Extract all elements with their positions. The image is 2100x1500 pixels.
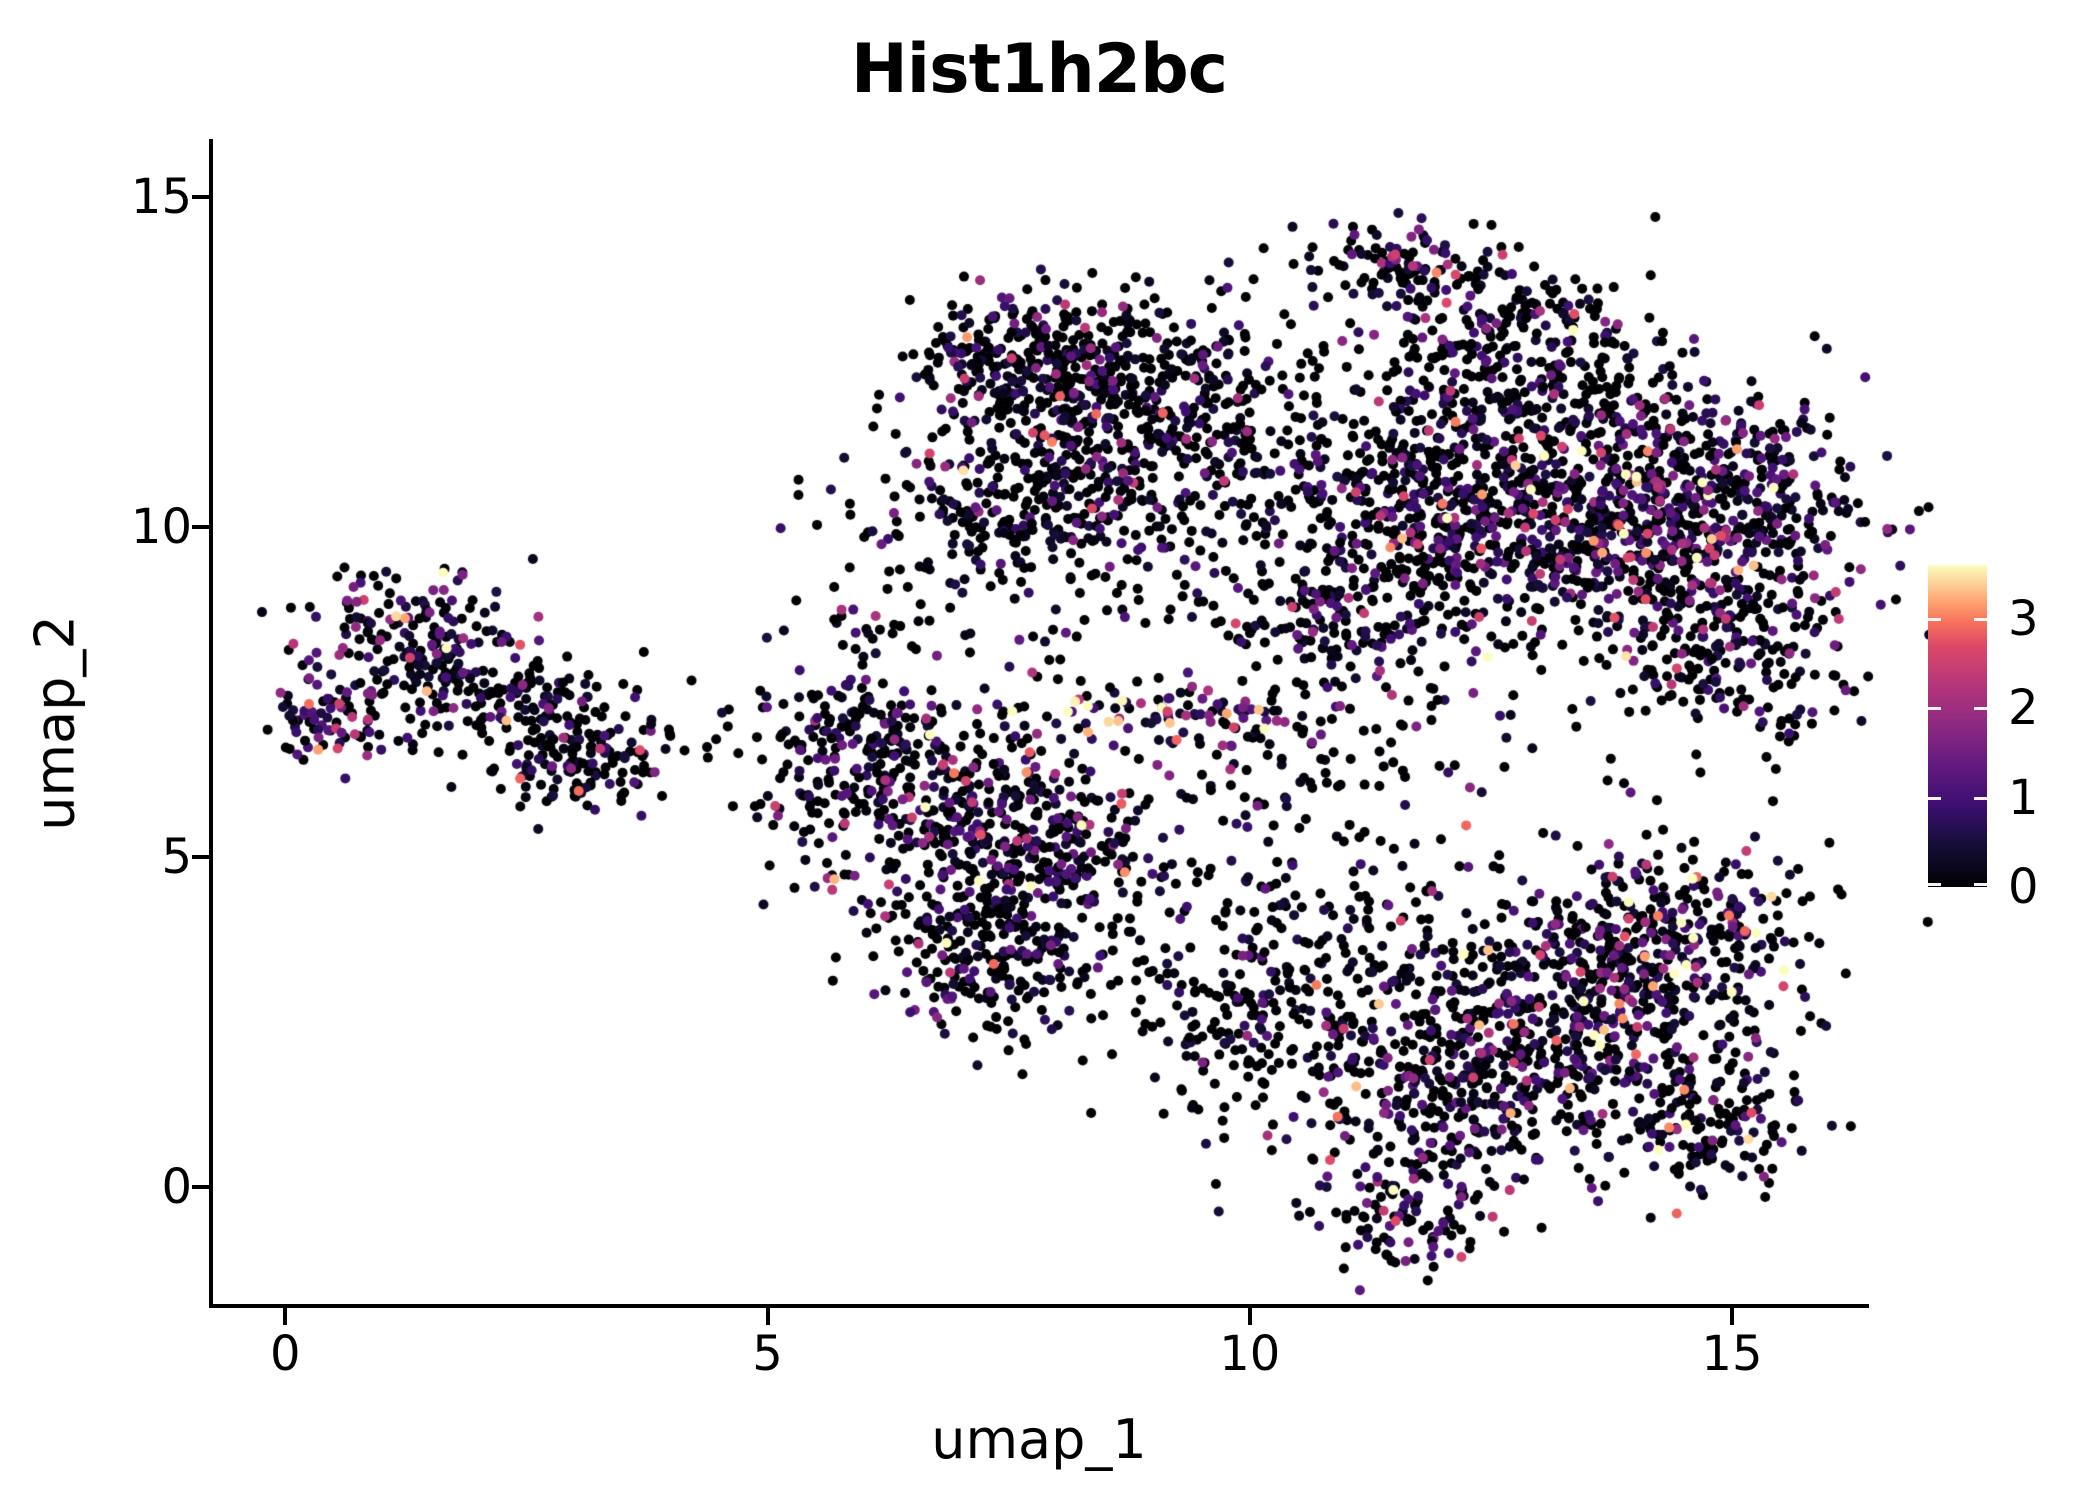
y-axis-line [209,139,213,1308]
y-tick-label: 10 [130,499,192,556]
x-tick-mark [283,1308,288,1325]
y-tick-mark [192,855,209,860]
y-axis-title: umap_2 [23,615,87,831]
colorbar-tick-mark [1974,883,1987,886]
y-tick-mark [192,1185,209,1190]
x-tick-mark [1247,1308,1252,1325]
x-axis-line [209,1304,1869,1308]
colorbar-gradient [1928,565,1987,887]
colorbar-tick-mark [1928,796,1941,800]
x-tick-label: 15 [1701,1326,1763,1382]
y-tick-mark [192,195,209,200]
colorbar-tick-mark [1974,796,1987,800]
colorbar-tick-mark [1928,707,1941,711]
x-tick-label: 10 [1219,1326,1281,1382]
x-axis-title: umap_1 [931,1408,1147,1471]
y-tick-label: 0 [161,1159,192,1216]
y-tick-label: 5 [161,829,192,886]
colorbar-tick-mark [1928,883,1941,886]
x-tick-label: 0 [269,1326,301,1382]
x-tick-mark [1729,1308,1734,1325]
colorbar-tick-mark [1974,617,1987,621]
plot-title: Hist1h2bc [850,30,1228,109]
colorbar-tick-label: 0 [2008,859,2039,915]
y-tick-label: 15 [130,169,192,226]
y-tick-mark [192,525,209,530]
x-tick-mark [765,1308,770,1325]
colorbar-tick-mark [1928,617,1941,621]
colorbar [1928,565,1987,887]
colorbar-tick-label: 3 [2008,590,2039,647]
colorbar-tick-label: 2 [2008,680,2039,737]
colorbar-tick-mark [1974,707,1987,711]
colorbar-tick-label: 1 [2008,769,2039,826]
x-tick-label: 5 [752,1326,783,1382]
